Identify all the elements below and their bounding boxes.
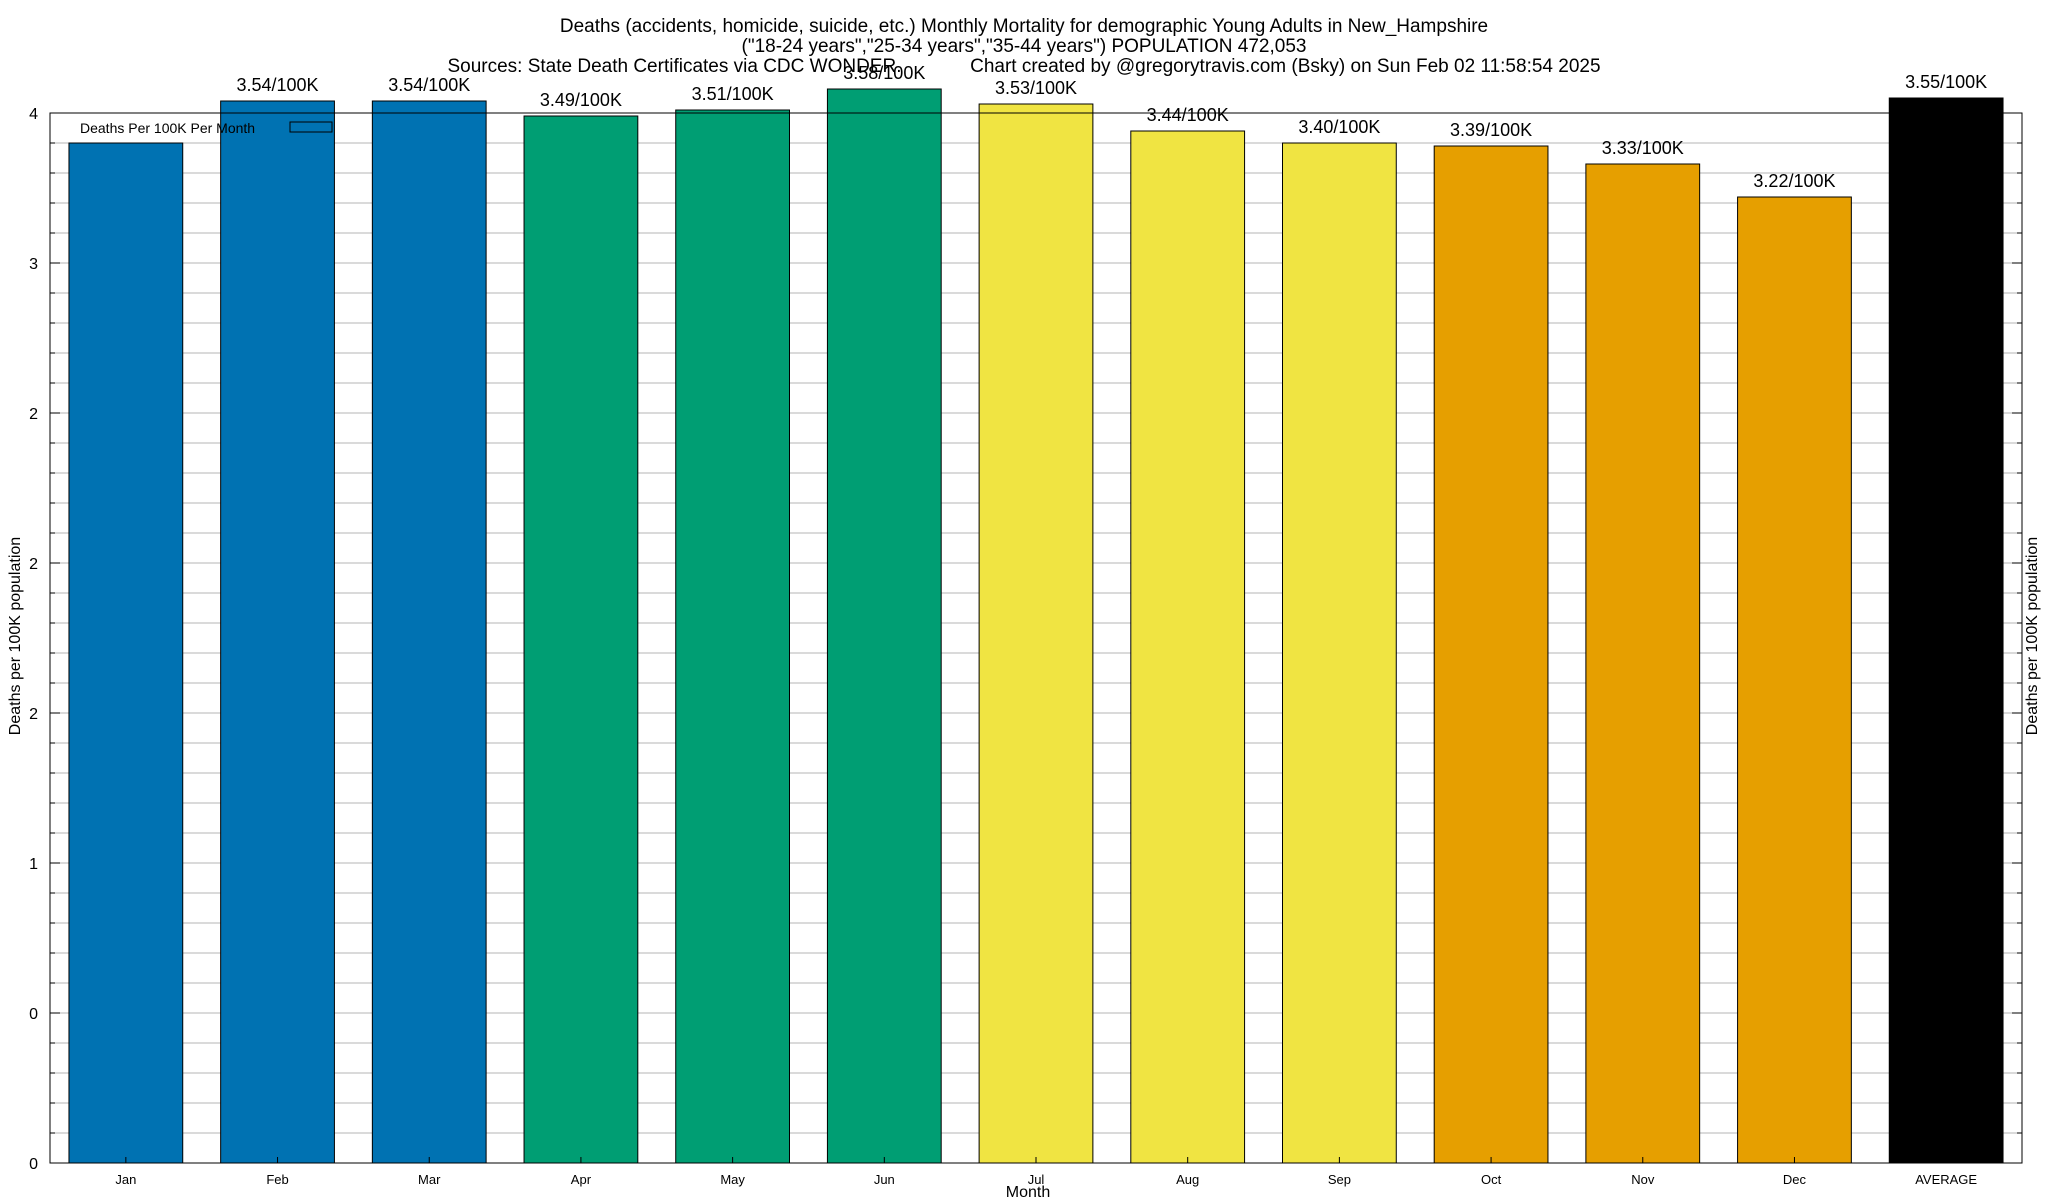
x-tick-label: AVERAGE [1915, 1172, 1977, 1187]
y-tick-label: 2 [29, 706, 38, 723]
data-label-sep: 3.40/100K [1298, 117, 1380, 137]
bar-average [1888, 97, 2004, 1164]
data-label-may: 3.51/100K [692, 84, 774, 104]
bar-oct [1433, 145, 1549, 1164]
y-tick-label: 2 [29, 556, 38, 573]
legend: Deaths Per 100K Per Month [80, 120, 333, 136]
y2-axis-label: Deaths per 100K population [2024, 537, 2041, 735]
title-line-2: ("18-24 years","25-34 years","35-44 year… [742, 36, 1307, 57]
x-tick-label: Mar [418, 1172, 441, 1187]
x-axis-label: Month [1006, 1184, 1050, 1200]
x-tick-label: May [720, 1172, 745, 1187]
data-label-average: 3.55/100K [1905, 72, 1987, 92]
data-label-dec: 3.22/100K [1753, 171, 1835, 191]
x-tick-label: Oct [1481, 1172, 1502, 1187]
x-tick-label: Aug [1176, 1172, 1199, 1187]
x-tick-label: Jan [115, 1172, 136, 1187]
legend-label: Deaths Per 100K Per Month [80, 120, 255, 136]
data-label-feb: 3.54/100K [236, 75, 318, 95]
x-tick-label: Feb [266, 1172, 288, 1187]
y-tick-label: 0 [29, 1156, 38, 1173]
y-tick-label: 0 [29, 1006, 38, 1023]
x-tick-label: Sep [1328, 1172, 1351, 1187]
bar-jan [68, 142, 184, 1164]
data-labels: 3.54/100K 3.54/100K 3.49/100K 3.51/100K 3.58… [236, 63, 1987, 191]
data-label-apr: 3.49/100K [540, 90, 622, 110]
bar-mar [371, 100, 487, 1164]
bar-feb [220, 100, 335, 1164]
bar-aug [1130, 130, 1246, 1164]
bar-sep [1282, 142, 1397, 1164]
x-axis-ticks: Jan Feb Mar Apr May Jun Jul Aug Sep Oct Nov Dec AVER… [115, 1157, 1977, 1187]
y-tick-label: 2 [29, 406, 38, 423]
bar-apr [523, 115, 639, 1164]
data-label-jun: 3.58/100K [843, 63, 925, 83]
x-tick-label: Apr [571, 1172, 592, 1187]
y-tick-label: 3 [29, 256, 38, 273]
legend-swatch [289, 121, 333, 133]
y-tick-label: 1 [29, 856, 38, 873]
data-label-jul: 3.53/100K [995, 78, 1077, 98]
data-label-nov: 3.33/100K [1602, 138, 1684, 158]
bar-may [675, 109, 791, 1164]
bar-jul [978, 103, 1094, 1164]
chart-title: Deaths (accidents, homicide, suicide, et… [447, 16, 1600, 77]
y-tick-label: 4 [29, 106, 38, 123]
x-tick-label: Jun [874, 1172, 895, 1187]
bar-jun [826, 88, 942, 1164]
bar-nov [1585, 163, 1701, 1164]
data-label-aug: 3.44/100K [1147, 105, 1229, 125]
y-axis-ticks: 0 0 1 2 2 2 3 4 [29, 106, 2022, 1173]
title-line-3: Sources: State Death Certificates via CD… [447, 56, 1600, 77]
x-tick-label: Jul [1028, 1172, 1045, 1187]
data-label-oct: 3.39/100K [1450, 120, 1532, 140]
y-axis-label: Deaths per 100K population [7, 537, 24, 735]
data-label-mar: 3.54/100K [388, 75, 470, 95]
x-tick-label: Dec [1783, 1172, 1807, 1187]
x-tick-label: Nov [1631, 1172, 1655, 1187]
bars [68, 88, 2004, 1164]
bar-dec [1737, 196, 1852, 1164]
title-line-1: Deaths (accidents, homicide, suicide, et… [560, 16, 1488, 37]
